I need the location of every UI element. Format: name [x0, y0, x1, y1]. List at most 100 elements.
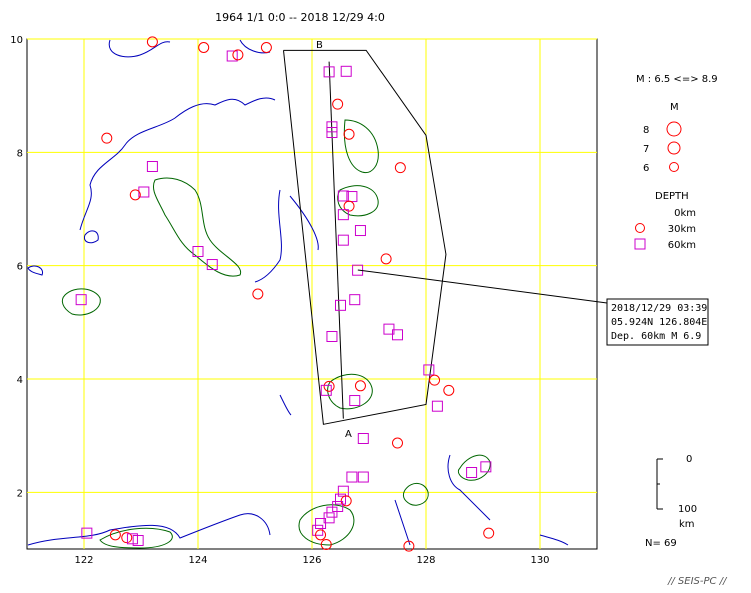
- legend-depth: 0km 30km 60km: [634, 208, 696, 251]
- event-square: [326, 127, 338, 138]
- event-square: [335, 299, 346, 311]
- event-square: [383, 323, 395, 335]
- section-label-a: A: [345, 429, 352, 440]
- contour-green-3: [337, 185, 379, 217]
- legend-m-label: 7: [643, 144, 649, 155]
- event-square: [357, 471, 369, 483]
- event-square: [357, 433, 369, 444]
- event-square: [337, 209, 349, 221]
- x-tick-label: 124: [188, 555, 207, 566]
- event-square: [323, 512, 335, 524]
- x-tick-label: 130: [530, 555, 549, 566]
- event-square: [349, 395, 361, 407]
- legend-m-label: 8: [643, 125, 649, 136]
- event-square: [480, 461, 492, 473]
- event-square: [146, 161, 158, 172]
- contour-green-4: [61, 288, 101, 316]
- event-circle: [343, 128, 355, 140]
- event-circle: [315, 529, 327, 541]
- event-circle: [340, 495, 352, 507]
- event-square: [315, 518, 327, 529]
- event-circle: [332, 98, 344, 110]
- contour-west-blue-3: [27, 265, 44, 276]
- callout-line-1: 2018/12/29 03:39: [611, 303, 707, 314]
- event-circle: [354, 380, 366, 392]
- x-tick-label: 126: [302, 555, 321, 566]
- legend-depth-label: 60km: [668, 240, 696, 251]
- event-square: [332, 501, 344, 512]
- x-tick-label: 122: [74, 555, 93, 566]
- event-square: [354, 225, 366, 237]
- event-square: [423, 364, 435, 376]
- contour-green-6: [298, 504, 355, 546]
- legend-m-circle: [667, 141, 681, 155]
- credit-label: // SEIS-PC //: [667, 576, 728, 587]
- event-square: [326, 121, 338, 133]
- event-circle: [429, 374, 441, 386]
- contour-west-blue-2: [83, 230, 99, 244]
- cross-section-polygon: [283, 49, 447, 425]
- callout-box: [606, 298, 709, 346]
- axis-tick-labels: 122 124 126 128 130 2 4 6 8 10: [10, 35, 549, 566]
- event-circle: [232, 49, 244, 61]
- grid-lines: [27, 38, 597, 549]
- legend-depth-label: 0km: [674, 208, 696, 219]
- depth-scale-top: 0: [686, 454, 692, 465]
- contour-green-2: [343, 119, 379, 174]
- depth-scale-bar: 0 100 km: [656, 454, 697, 530]
- event-circle: [109, 529, 121, 541]
- event-circle: [403, 540, 415, 552]
- event-circle: [323, 380, 335, 392]
- callout-line-3: Dep. 60km M 6.9: [611, 331, 701, 342]
- event-circle: [129, 189, 141, 201]
- legend-depth-square: [634, 238, 646, 250]
- event-square: [326, 331, 338, 342]
- event-square: [340, 65, 352, 77]
- y-tick-label: 4: [17, 375, 23, 386]
- event-square: [326, 506, 338, 518]
- depth-scale-unit: km: [679, 519, 695, 530]
- section-label-b: B: [316, 40, 323, 51]
- event-circle: [392, 437, 403, 449]
- event-circle: [443, 384, 455, 396]
- magnitude-range-label: M : 6.5 <=> 8.9: [636, 74, 718, 85]
- legend-depth-header: DEPTH: [655, 191, 689, 202]
- event-circle: [121, 532, 133, 544]
- event-square: [320, 384, 332, 396]
- contour-central-blue-2: [289, 195, 319, 251]
- depth-scale-bottom: 100: [678, 504, 697, 515]
- event-square: [81, 527, 93, 539]
- contour-green-7: [99, 527, 173, 549]
- event-count: N= 69: [645, 538, 677, 549]
- event-square: [337, 234, 349, 246]
- event-circle: [198, 42, 210, 53]
- event-circle: [252, 288, 264, 300]
- callout-line-2: 05.924N 126.804E: [611, 317, 707, 328]
- contour-green-1: [152, 177, 242, 277]
- event-circle: [101, 132, 113, 144]
- y-tick-label: 2: [17, 488, 23, 499]
- event-circle: [483, 527, 495, 539]
- event-square: [75, 294, 87, 306]
- contour-central-blue: [254, 189, 282, 283]
- event-square: [346, 471, 358, 483]
- contour-south-blue: [27, 394, 292, 546]
- event-square: [126, 533, 138, 545]
- event-square: [349, 294, 361, 306]
- event-circle: [394, 162, 406, 174]
- event-markers: [75, 36, 495, 552]
- legend-depth-label: 30km: [668, 224, 696, 235]
- contour-green-8: [457, 454, 491, 481]
- y-tick-label: 8: [17, 148, 23, 159]
- event-square: [337, 190, 349, 202]
- section-line-ab: [328, 61, 344, 419]
- legend-m-circle: [669, 162, 679, 172]
- event-square: [392, 329, 403, 341]
- event-circle: [380, 253, 392, 265]
- event-circle: [320, 538, 332, 550]
- legend-m-label: 6: [643, 163, 649, 174]
- event-square: [226, 50, 238, 62]
- event-circle: [260, 42, 272, 53]
- x-tick-label: 128: [416, 555, 435, 566]
